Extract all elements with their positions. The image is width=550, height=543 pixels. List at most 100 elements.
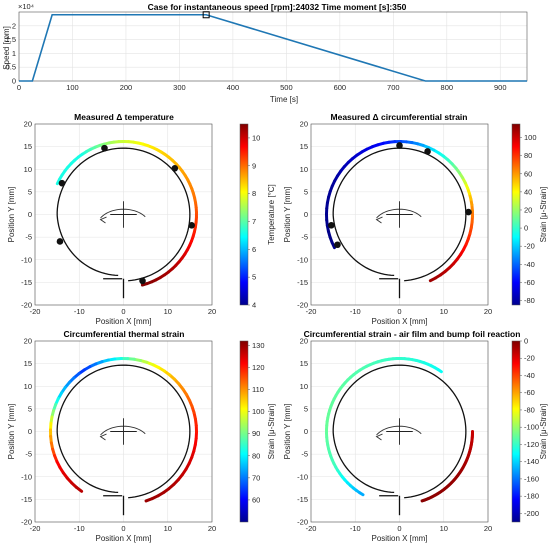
strain-chart: -20 -10 0 10 20 -20 -15 -10 -5 0 5 10 15 20 Measured Δ… xyxy=(283,112,548,326)
speed-chart: Case for instantaneous speed [rpm]:24032… xyxy=(2,2,528,104)
airfilm-y-tick-label: 0 xyxy=(304,427,308,436)
airfilm-colorbar-tick-label: -80 xyxy=(524,405,535,414)
strain-colorbar-tick-label: 20 xyxy=(524,205,532,214)
thermal-y-tick-label: -10 xyxy=(21,472,32,481)
speed-x-tick-label: 600 xyxy=(334,83,347,92)
speed-chart-title: Case for instantaneous speed [rpm]:24032… xyxy=(148,2,407,12)
airfilm-strip-segment xyxy=(358,491,365,497)
airfilm-colorbar-tick-label: -200 xyxy=(524,509,539,518)
temperature-colorbar-tick-label: 5 xyxy=(252,273,256,282)
thermal-y-tick-label: -15 xyxy=(21,495,32,504)
airfilm-colorbar xyxy=(511,340,521,523)
airfilm-y-axis-label: Position Y [mm] xyxy=(283,404,292,460)
strain-x-tick-label: 0 xyxy=(397,307,401,316)
airfilm-y-tick-label: 10 xyxy=(300,382,308,391)
thermal-colorbar-tick-label: 100 xyxy=(252,407,265,416)
strain-y-tick-label: 0 xyxy=(304,210,308,219)
temperature-colorbar-tick-label: 8 xyxy=(252,189,256,198)
airfilm-colorbar-tick-label: -180 xyxy=(524,492,539,501)
thermal-foil-ring xyxy=(56,364,191,499)
temperature-sensor-dot xyxy=(171,165,179,172)
strain-strip-segment xyxy=(330,240,336,250)
airfilm-x-tick-label: 0 xyxy=(397,524,401,533)
strain-y-tick-label: -20 xyxy=(297,301,308,310)
temperature-x-tick-label: 20 xyxy=(208,307,216,316)
speed-axes-box xyxy=(18,11,528,82)
speed-y-tick-label: 0 xyxy=(12,77,16,86)
speed-x-tick-label: 200 xyxy=(120,83,133,92)
speed-y-tick-label: 0.5 xyxy=(6,63,16,72)
strain-x-tick-label: -10 xyxy=(350,307,361,316)
strain-axes-box xyxy=(310,123,489,306)
strain-colorbar xyxy=(511,123,521,306)
temperature-sensor-dot xyxy=(58,179,66,187)
thermal-axes-box xyxy=(34,340,213,523)
airfilm-y-tick-label: 20 xyxy=(300,337,308,346)
strain-y-tick-label: 15 xyxy=(300,142,308,151)
temperature-rotation-arrow xyxy=(100,208,146,219)
airfilm-chart: -20 -10 0 10 20-20-15-10-505101520Circumfere… xyxy=(283,329,548,543)
airfilm-y-tick-label: -10 xyxy=(297,472,308,481)
temperature-y-tick-label: -5 xyxy=(25,233,32,242)
thermal-x-tick-label: -20 xyxy=(30,524,41,533)
airfilm-colorbar-tick-label: -20 xyxy=(524,354,535,363)
speed-x-tick-label: 700 xyxy=(387,83,400,92)
thermal-colorbar-tick-label: 110 xyxy=(252,385,264,394)
strain-y-tick-label: 5 xyxy=(304,187,308,196)
temperature-x-axis-label: Position X [mm] xyxy=(95,317,151,326)
temperature-y-tick-label: 15 xyxy=(24,142,32,151)
airfilm-rotation-arrowhead xyxy=(375,433,383,441)
temperature-y-tick-label: 5 xyxy=(28,187,32,196)
strain-sensor-dot xyxy=(465,208,472,216)
airfilm-x-tick-label: -10 xyxy=(350,524,361,533)
thermal-y-tick-label: 10 xyxy=(24,382,32,391)
thermal-rotation-arrow xyxy=(100,425,146,436)
strain-sensor-dot xyxy=(424,148,431,155)
airfilm-y-tick-label: 5 xyxy=(304,404,308,413)
airfilm-x-axis-label: Position X [mm] xyxy=(371,534,427,543)
airfilm-colorbar-tick-label: -100 xyxy=(524,423,539,432)
thermal-colorbar-tick-label: 90 xyxy=(252,429,260,438)
speed-series-line xyxy=(19,13,527,82)
temperature-chart: -20 -10 0 10 20 -20 -15 -10 -5 0 5 10 15 20 Measured Δ… xyxy=(7,112,276,326)
temperature-axes-box xyxy=(34,123,213,306)
temperature-colorbar-tick-label: 6 xyxy=(252,245,256,254)
strain-colorbar-tick-label: 80 xyxy=(524,151,532,160)
strain-colorbar-label: Strain [μ-Strain] xyxy=(539,187,548,243)
temperature-strip-segment xyxy=(55,177,62,186)
strain-y-tick-label: 20 xyxy=(300,120,308,129)
thermal-strip-segment xyxy=(74,485,84,493)
thermal-colorbar-tick-label: 120 xyxy=(252,363,265,372)
speed-exponent-label: ×10⁴ xyxy=(18,2,34,11)
airfilm-axes-box xyxy=(310,340,489,523)
thermal-colorbar-tick-label: 70 xyxy=(252,473,260,482)
strain-y-tick-label: -15 xyxy=(297,278,308,287)
temperature-x-tick-label: -10 xyxy=(74,307,85,316)
strain-rotation-arrowhead xyxy=(375,216,383,224)
speed-y-tick-label: 1.5 xyxy=(6,35,16,44)
strain-y-tick-label: 10 xyxy=(300,165,308,174)
thermal-chart: -20 -10 0 10 20 -20 -15 -10 -5 0 5 10 15 20 Circumfere… xyxy=(7,329,276,543)
temperature-y-tick-label: 0 xyxy=(28,210,32,219)
thermal-y-tick-label: 20 xyxy=(24,337,32,346)
airfilm-colorbar-tick-label: -40 xyxy=(524,371,535,380)
airfilm-y-tick-label: 15 xyxy=(300,359,308,368)
airfilm-foil-ring xyxy=(332,364,467,499)
strain-rotation-arrow xyxy=(376,208,422,219)
temperature-foil-ring xyxy=(56,147,191,282)
strain-sensor-dot xyxy=(396,142,403,149)
speed-x-tick-label: 900 xyxy=(494,83,507,92)
speed-x-tick-label: 500 xyxy=(280,83,293,92)
temperature-colorbar-label: Temperature [°C] xyxy=(267,184,276,245)
speed-x-tick-label: 100 xyxy=(66,83,79,92)
strain-sensor-dot xyxy=(334,241,341,249)
airfilm-colorbar-tick-label: -140 xyxy=(524,457,539,466)
speed-time-marker xyxy=(202,11,210,19)
temperature-y-tick-label: -20 xyxy=(21,301,32,310)
strain-colorbar-tick-label: -60 xyxy=(524,278,535,287)
thermal-x-tick-label: 10 xyxy=(164,524,172,533)
temperature-y-tick-label: -15 xyxy=(21,278,32,287)
temperature-sensor-dot xyxy=(56,238,64,245)
thermal-colorbar-tick-label: 80 xyxy=(252,451,260,460)
thermal-y-tick-label: -5 xyxy=(25,450,32,459)
